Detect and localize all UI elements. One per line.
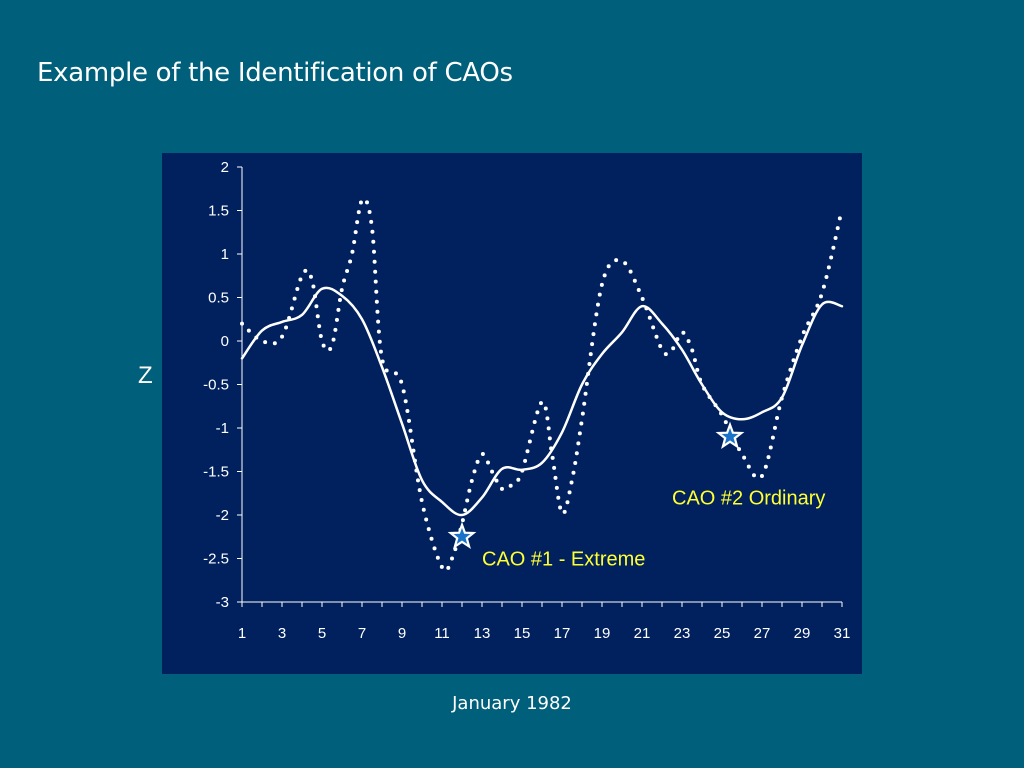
y-tick-label: 1 xyxy=(221,246,229,263)
x-tick-label: 3 xyxy=(278,625,286,642)
solid-series-line xyxy=(240,286,844,517)
y-tick-label: -1 xyxy=(216,420,229,437)
y-tick-label: -2.5 xyxy=(203,551,229,568)
chart-area: 2 1.5 1 0.5 0 -0.5 -1 -1.5 -2 -2.5 -3 1 3 5 7 9 11 13 15 17… xyxy=(162,153,862,674)
x-tick-label: 31 xyxy=(834,625,851,642)
x-tick-label: 27 xyxy=(754,625,771,642)
x-tick-label: 15 xyxy=(514,625,531,642)
x-tick-label: 11 xyxy=(434,625,450,642)
y-tick-label: 0.5 xyxy=(208,290,229,307)
y-tick-label: -3 xyxy=(216,594,229,611)
x-tick-label: 13 xyxy=(474,625,491,642)
y-axis-label: Z xyxy=(138,362,153,389)
x-axis-label: January 1982 xyxy=(452,693,572,714)
y-tick-label: -2 xyxy=(216,507,229,524)
cao-annotation-2: CAO #2 Ordinary xyxy=(672,488,825,510)
x-tick-label: 9 xyxy=(398,625,406,642)
x-tick-label: 19 xyxy=(594,625,611,642)
cao-star-marker-2 xyxy=(715,421,745,449)
x-tick-label: 21 xyxy=(634,625,651,642)
y-tick-label: -0.5 xyxy=(203,377,229,394)
y-tick-label: 1.5 xyxy=(208,203,229,220)
x-tick-label: 23 xyxy=(674,625,691,642)
y-tick-label: 0 xyxy=(221,333,229,350)
y-tick-label: 2 xyxy=(221,159,229,176)
x-tick-label: 7 xyxy=(358,625,366,642)
x-tick-label: 17 xyxy=(554,625,571,642)
cao-annotation-1: CAO #1 - Extreme xyxy=(482,549,645,571)
cao-star-marker-1 xyxy=(447,521,477,550)
x-tick-label: 29 xyxy=(794,625,811,642)
x-tick-label: 25 xyxy=(714,625,731,642)
chart-svg: 21.510.50-0.5-1-1.5-2-2.5-31 3 5 7 9 11 13 15 17… xyxy=(203,159,851,642)
dotted-series-line xyxy=(240,196,844,573)
x-tick-label: 1 xyxy=(238,625,246,642)
y-tick-label: -1.5 xyxy=(203,464,229,481)
slide-title: Example of the Identification of CAOs xyxy=(37,58,513,88)
x-tick-label: 5 xyxy=(318,625,326,642)
